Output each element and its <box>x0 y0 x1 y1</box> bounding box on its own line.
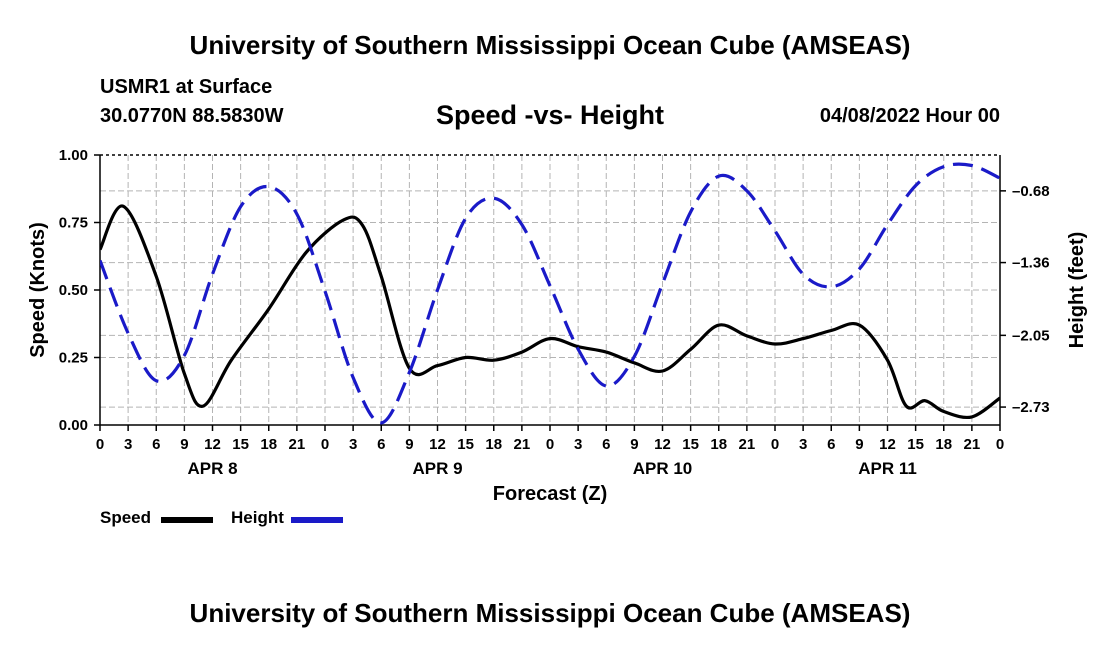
x-tick-label: 21 <box>514 436 531 453</box>
x-tick-label: 18 <box>260 436 277 453</box>
x-tick-label: 12 <box>429 436 446 453</box>
x-tick-label: 0 <box>996 436 1004 453</box>
date-label: APR 11 <box>858 459 917 478</box>
x-tick-label: 0 <box>96 436 104 453</box>
y-tick-label: 0.25 <box>59 350 88 367</box>
x-tick-label: 15 <box>907 436 924 453</box>
x-tick-label: 15 <box>232 436 249 453</box>
y2-tick-label: –1.36 <box>1012 255 1050 272</box>
x-tick-label: 18 <box>485 436 502 453</box>
legend-speed-label: Speed <box>100 508 152 527</box>
y-tick-label: 0.50 <box>59 282 88 299</box>
x-tick-label: 9 <box>405 436 413 453</box>
chart-subtitle: Speed -vs- Height <box>435 100 665 130</box>
x-tick-label: 6 <box>377 436 385 453</box>
datetime-label: 04/08/2022 Hour 00 <box>819 105 1000 127</box>
x-tick-label: 18 <box>710 436 727 453</box>
x-tick-label: 9 <box>630 436 638 453</box>
y2-tick-label: –0.68 <box>1012 183 1050 200</box>
y2-tick-label: –2.73 <box>1012 399 1050 416</box>
y-tick-label: 0.75 <box>59 215 88 232</box>
x-tick-label: 15 <box>682 436 699 453</box>
x-tick-label: 0 <box>771 436 779 453</box>
footer-title: University of Southern Mississippi Ocean… <box>189 598 911 628</box>
date-label: APR 9 <box>412 459 462 478</box>
x-tick-label: 0 <box>321 436 329 453</box>
x-tick-label: 21 <box>964 436 981 453</box>
y-tick-label: 1.00 <box>59 147 88 164</box>
y-tick-label: 0.00 <box>59 417 88 434</box>
x-axis-label: Forecast (Z) <box>493 483 607 505</box>
chart-title: University of Southern Mississippi Ocean… <box>189 30 911 60</box>
height-series-line <box>100 162 1000 425</box>
x-tick-label: 9 <box>855 436 863 453</box>
chart-plot: 0 3 6 9 12 15 18 21 0 3 6 9 12 15 18 21 0 3 6 9 12 15 18 21 0 3 6 9… <box>27 147 1088 505</box>
x-tick-label: 6 <box>827 436 835 453</box>
x-tick-label: 3 <box>799 436 807 453</box>
station-label: USMR1 at Surface <box>100 76 273 98</box>
date-label: APR 8 <box>187 459 237 478</box>
x-tick-label: 12 <box>654 436 671 453</box>
x-tick-label: 21 <box>739 436 756 453</box>
x-tick-label: 9 <box>180 436 188 453</box>
date-label: APR 10 <box>633 459 693 478</box>
x-tick-label: 21 <box>289 436 306 453</box>
x-tick-label: 12 <box>204 436 221 453</box>
x-tick-label: 12 <box>879 436 896 453</box>
y2-tick-label: –2.05 <box>1012 327 1050 344</box>
legend-height-label: Height <box>231 508 284 527</box>
legend-speed-swatch <box>161 517 213 523</box>
x-tick-label: 3 <box>349 436 357 453</box>
x-tick-label: 18 <box>935 436 952 453</box>
x-tick-label: 3 <box>124 436 132 453</box>
y2-axis-label: Height (feet) <box>1066 232 1088 349</box>
x-tick-label: 3 <box>574 436 582 453</box>
coordinates-label: 30.0770N 88.5830W <box>100 105 284 127</box>
x-tick-label: 15 <box>457 436 474 453</box>
x-tick-label: 6 <box>152 436 160 453</box>
legend-height-swatch <box>291 517 343 523</box>
x-tick-label: 6 <box>602 436 610 453</box>
x-tick-label: 0 <box>546 436 554 453</box>
y-axis-label: Speed (Knots) <box>27 222 49 358</box>
speed-series-line <box>100 204 1000 420</box>
